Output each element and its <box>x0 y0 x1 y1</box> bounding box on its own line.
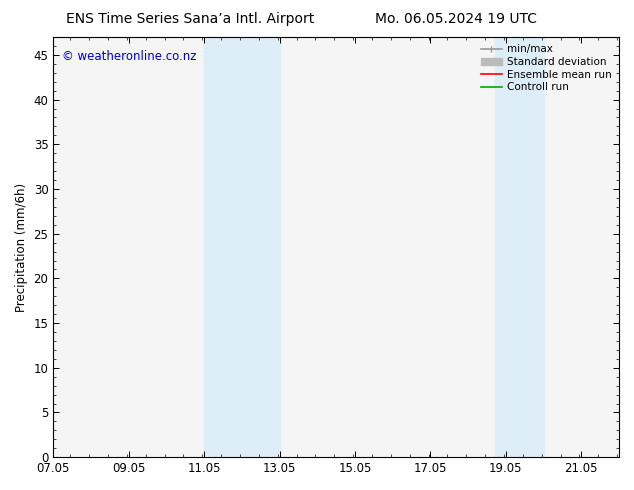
Y-axis label: Precipitation (mm/6h): Precipitation (mm/6h) <box>15 183 28 312</box>
Legend: min/max, Standard deviation, Ensemble mean run, Controll run: min/max, Standard deviation, Ensemble me… <box>477 40 616 97</box>
Bar <box>495 37 543 457</box>
Text: ENS Time Series Sana’a Intl. Airport: ENS Time Series Sana’a Intl. Airport <box>66 12 314 26</box>
Bar <box>204 37 280 457</box>
Text: © weatheronline.co.nz: © weatheronline.co.nz <box>61 49 197 63</box>
Text: Mo. 06.05.2024 19 UTC: Mo. 06.05.2024 19 UTC <box>375 12 538 26</box>
